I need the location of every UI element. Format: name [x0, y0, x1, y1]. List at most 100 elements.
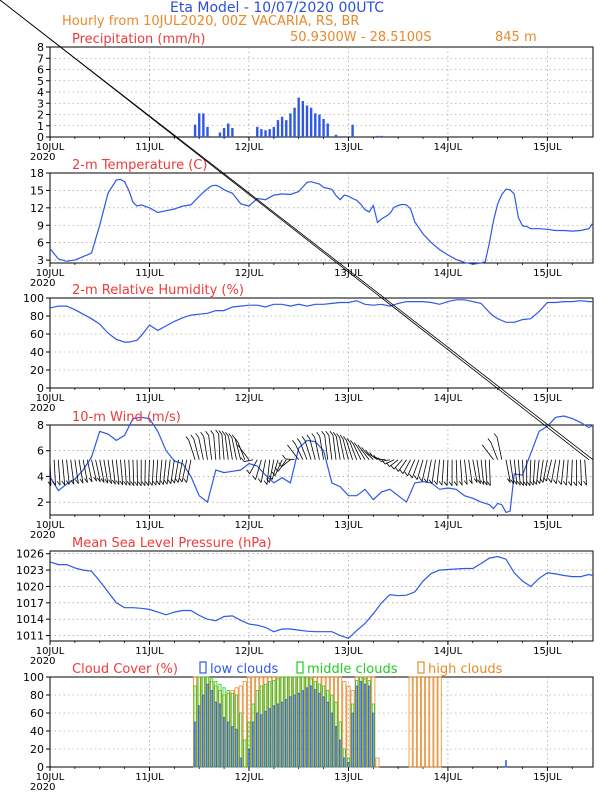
wind-barb-shaft [402, 459, 411, 474]
cloud-low-bar [272, 705, 275, 768]
temp-day-label: 13JUL [334, 268, 363, 279]
cloud-low-bar [260, 714, 263, 768]
wind-barb-shaft [218, 433, 221, 460]
wind-barb [210, 430, 217, 460]
cloud-low-bar [343, 757, 346, 768]
temp-day-label: 15JUL [533, 268, 562, 279]
wind-barb [493, 433, 503, 460]
wind-barb-head [418, 476, 423, 482]
wind-barb-shaft [346, 440, 353, 460]
wind-barb [246, 459, 258, 475]
wind-barb [282, 454, 295, 461]
wind-barb [292, 440, 304, 460]
cloud-low-bar [355, 685, 358, 768]
temp-ytick-label: 15 [30, 184, 44, 197]
wind-barb-shaft [128, 459, 131, 486]
wind-barb-head [111, 479, 116, 485]
cloud-high-bar [425, 676, 430, 768]
wind-barb-shaft [319, 436, 324, 460]
wind-barb-head [404, 471, 408, 477]
wind-barb-head [329, 430, 334, 436]
precip-bar [218, 132, 222, 137]
wind-barb-head [225, 431, 229, 437]
wind-barb [0, 0, 594, 461]
rh-day-label: 15JUL [533, 393, 562, 404]
wind-barb-shaft [496, 437, 503, 460]
cloud-day-label: 10JUL [36, 772, 65, 783]
wind-barb-shaft [314, 437, 320, 460]
precip-bar [260, 129, 263, 137]
wind-barb-head [306, 434, 311, 440]
wind-barb-shaft [309, 438, 316, 460]
wind-barb-shaft [148, 459, 150, 486]
wind-barb-shaft [550, 459, 557, 483]
wind-barb [520, 459, 524, 486]
wind-barb [472, 459, 478, 483]
wind-barb [65, 459, 70, 485]
temp-ytick-label: 18 [30, 167, 44, 180]
wind-barb-shaft [509, 459, 515, 484]
wind-barb [274, 459, 287, 472]
temp-frame [49, 172, 594, 264]
wind-barb-shaft [213, 434, 217, 460]
cloud-low-bar [351, 712, 354, 768]
wind-panel [0, 0, 594, 519]
wind-barb [468, 459, 473, 484]
rh-ytick-label: 100 [23, 292, 44, 305]
mslp-day-label: 14JUL [434, 646, 463, 657]
wind-barb [513, 459, 518, 485]
wind-barb-shaft [290, 448, 300, 460]
cloud-low-bar [372, 712, 375, 768]
wind-barb [433, 459, 441, 485]
wind-barb-head [520, 481, 524, 486]
temp-day-label: 10JUL [36, 268, 65, 279]
precip-bar [193, 124, 197, 137]
temp-ytick-label: 6 [37, 237, 44, 250]
mslp-ytick-label: 1023 [16, 564, 44, 577]
wind-barb-head [453, 481, 458, 486]
wind-barb-head [463, 480, 468, 485]
precip-bar [293, 107, 296, 137]
wind-barb-head [84, 478, 88, 483]
mslp-day-label: 12JUL [235, 646, 264, 657]
wind-barb-head [301, 436, 306, 441]
temp-year-label: 2020 [30, 278, 55, 289]
wind-barb-shaft [228, 436, 233, 460]
wind-barb [552, 459, 561, 484]
cloud-low-bar [330, 712, 333, 768]
wind-barb-head [183, 478, 187, 483]
wind-barb [423, 459, 432, 483]
cloud-low-bar [223, 717, 226, 768]
wind-barb [163, 459, 171, 485]
wind-barb-shaft [295, 444, 304, 460]
wind-barb-head [75, 479, 79, 484]
wind-barb-head [480, 480, 485, 485]
precip-bar [222, 128, 226, 137]
cloud-low-bar [347, 762, 350, 768]
rh-frame [49, 297, 594, 389]
mslp-ytick-label: 1017 [16, 597, 44, 610]
cloud-high-bar [433, 676, 438, 768]
wind-barb-shaft [546, 459, 552, 482]
wind-barb-shaft [332, 435, 337, 460]
wind-barb [463, 459, 468, 485]
wind-barb-shaft [86, 459, 93, 482]
wind-barb [287, 444, 300, 460]
wind-barb-shaft [260, 459, 266, 483]
wind-barb [539, 459, 548, 483]
wind-barb [476, 459, 481, 484]
wind-barb-shaft [342, 438, 349, 460]
precip-bar [326, 123, 329, 137]
wind-day-label: 15JUL [533, 520, 562, 531]
wind-barb-shaft [299, 442, 308, 460]
wind-barb-shaft [91, 459, 97, 482]
wind-barb-head [381, 459, 386, 465]
wind-barb-head [123, 480, 127, 486]
wind-barb-shaft [560, 459, 565, 485]
wind-barb-head [271, 471, 276, 477]
wind-barb [329, 430, 337, 460]
cloud-ytick-label: 20 [30, 743, 44, 756]
wind-barb-head [65, 480, 70, 485]
wind-barb-head [152, 480, 157, 486]
wind-barb-head [506, 478, 511, 483]
